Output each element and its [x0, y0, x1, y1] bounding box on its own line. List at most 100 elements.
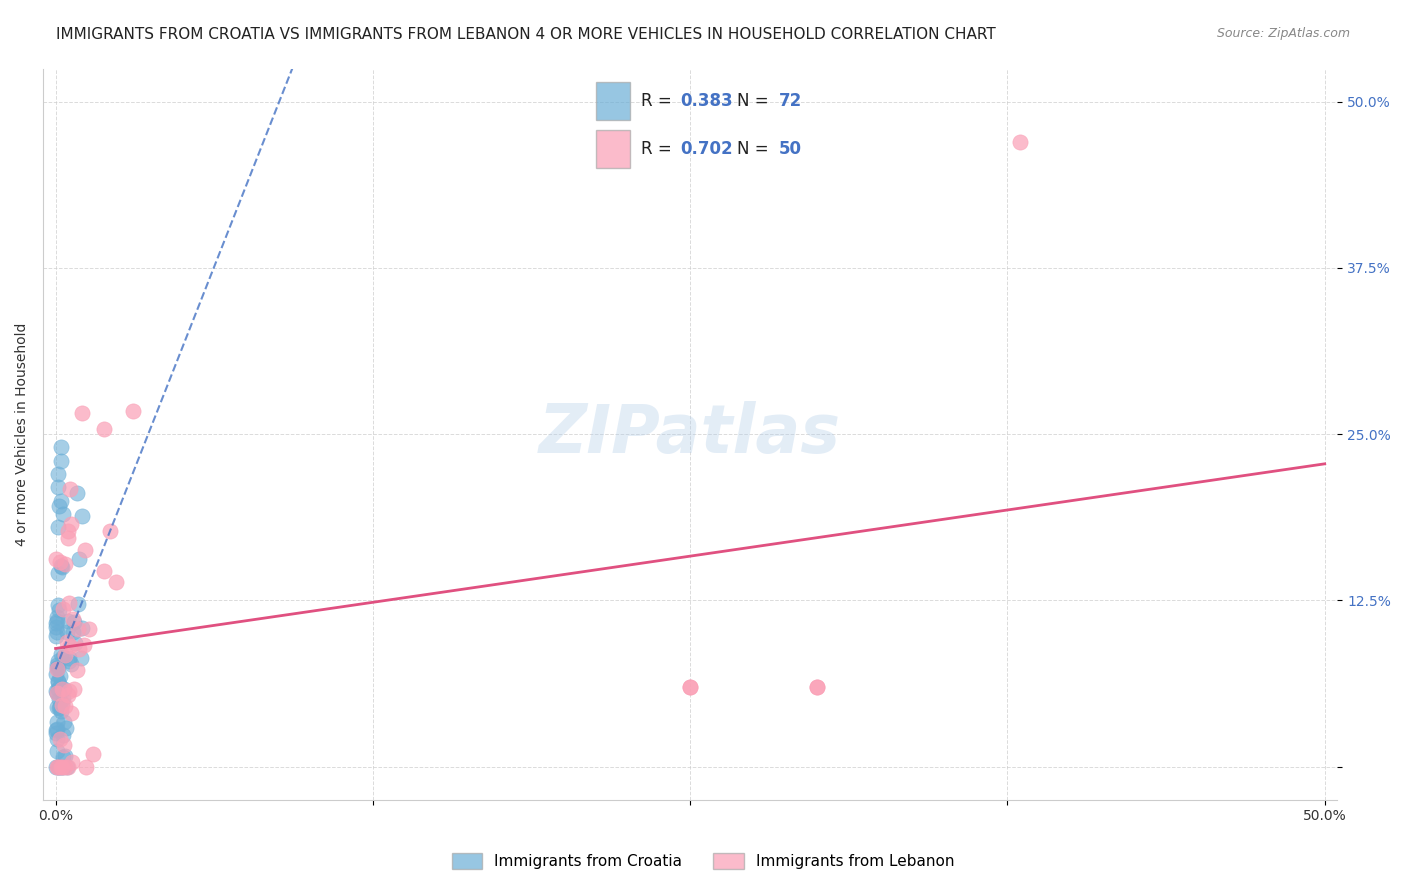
Point — [58, 654, 80, 668]
Point — [67, 597, 90, 611]
Point — [52, 681, 75, 696]
Point — [679, 680, 702, 694]
Point — [55, 721, 77, 735]
Point — [63, 636, 86, 650]
Point — [49, 555, 72, 569]
Text: 0.702: 0.702 — [681, 141, 733, 159]
Point — [51, 704, 73, 718]
Point — [51, 697, 73, 711]
Point — [56, 759, 79, 773]
Point — [59, 482, 82, 496]
Text: N =: N = — [737, 141, 773, 159]
Point — [45, 715, 67, 730]
Point — [75, 543, 97, 558]
Point — [59, 517, 82, 532]
Point — [46, 660, 69, 674]
Point — [46, 686, 69, 700]
Point — [66, 663, 89, 677]
Point — [75, 759, 97, 773]
Point — [60, 706, 83, 721]
Point — [45, 723, 67, 738]
Point — [45, 661, 67, 675]
Point — [66, 486, 89, 500]
Point — [45, 684, 67, 698]
Text: IMMIGRANTS FROM CROATIA VS IMMIGRANTS FROM LEBANON 4 OR MORE VEHICLES IN HOUSEHO: IMMIGRANTS FROM CROATIA VS IMMIGRANTS FR… — [56, 27, 995, 42]
Point — [52, 507, 75, 521]
Point — [49, 731, 72, 746]
Point — [46, 520, 69, 534]
Point — [72, 509, 94, 524]
Point — [52, 749, 75, 764]
Point — [49, 668, 72, 682]
Text: 50: 50 — [779, 141, 801, 159]
Point — [46, 722, 69, 736]
Point — [56, 688, 79, 702]
Point — [45, 666, 67, 681]
Point — [46, 662, 69, 676]
Point — [1010, 135, 1032, 149]
Point — [63, 682, 86, 697]
Point — [46, 673, 69, 688]
FancyBboxPatch shape — [596, 82, 630, 120]
Point — [49, 441, 72, 455]
Point — [51, 559, 73, 574]
Point — [53, 759, 76, 773]
Text: ZIPatlas: ZIPatlas — [538, 401, 841, 467]
Point — [53, 714, 76, 729]
Point — [56, 524, 79, 538]
Point — [56, 759, 79, 773]
Point — [70, 621, 93, 635]
Point — [45, 615, 67, 630]
Point — [58, 684, 80, 698]
Point — [48, 759, 70, 773]
Point — [70, 651, 93, 665]
Point — [46, 732, 69, 747]
Point — [46, 658, 69, 673]
Text: 72: 72 — [779, 93, 803, 111]
Point — [52, 759, 75, 773]
Point — [48, 499, 70, 513]
Point — [51, 681, 73, 696]
Y-axis label: 4 or more Vehicles in Household: 4 or more Vehicles in Household — [15, 322, 30, 546]
Point — [53, 738, 76, 752]
Point — [62, 612, 84, 626]
Point — [70, 406, 93, 420]
Point — [46, 610, 69, 624]
Point — [58, 531, 80, 545]
Point — [46, 655, 69, 669]
Point — [45, 726, 67, 740]
Point — [66, 622, 89, 636]
Point — [48, 759, 70, 773]
Point — [122, 404, 145, 418]
Point — [62, 624, 84, 639]
Point — [51, 759, 73, 773]
Point — [48, 759, 70, 773]
Text: R =: R = — [641, 93, 678, 111]
Point — [46, 675, 69, 690]
Point — [48, 701, 70, 715]
Point — [48, 692, 70, 706]
Point — [49, 493, 72, 508]
Point — [53, 558, 76, 572]
Point — [93, 564, 115, 578]
Point — [53, 648, 76, 663]
Point — [56, 614, 79, 628]
Point — [806, 680, 828, 694]
Point — [105, 574, 128, 589]
Point — [59, 639, 82, 653]
Text: Source: ZipAtlas.com: Source: ZipAtlas.com — [1216, 27, 1350, 40]
Point — [679, 680, 702, 694]
Point — [52, 727, 75, 741]
Point — [806, 680, 828, 694]
FancyBboxPatch shape — [596, 130, 630, 168]
Point — [46, 480, 69, 494]
Point — [46, 467, 69, 481]
Point — [49, 759, 72, 773]
Point — [51, 691, 73, 706]
Point — [67, 642, 90, 657]
Point — [46, 744, 69, 758]
Point — [51, 649, 73, 664]
Point — [51, 560, 73, 574]
Point — [63, 615, 86, 629]
Point — [46, 700, 69, 714]
